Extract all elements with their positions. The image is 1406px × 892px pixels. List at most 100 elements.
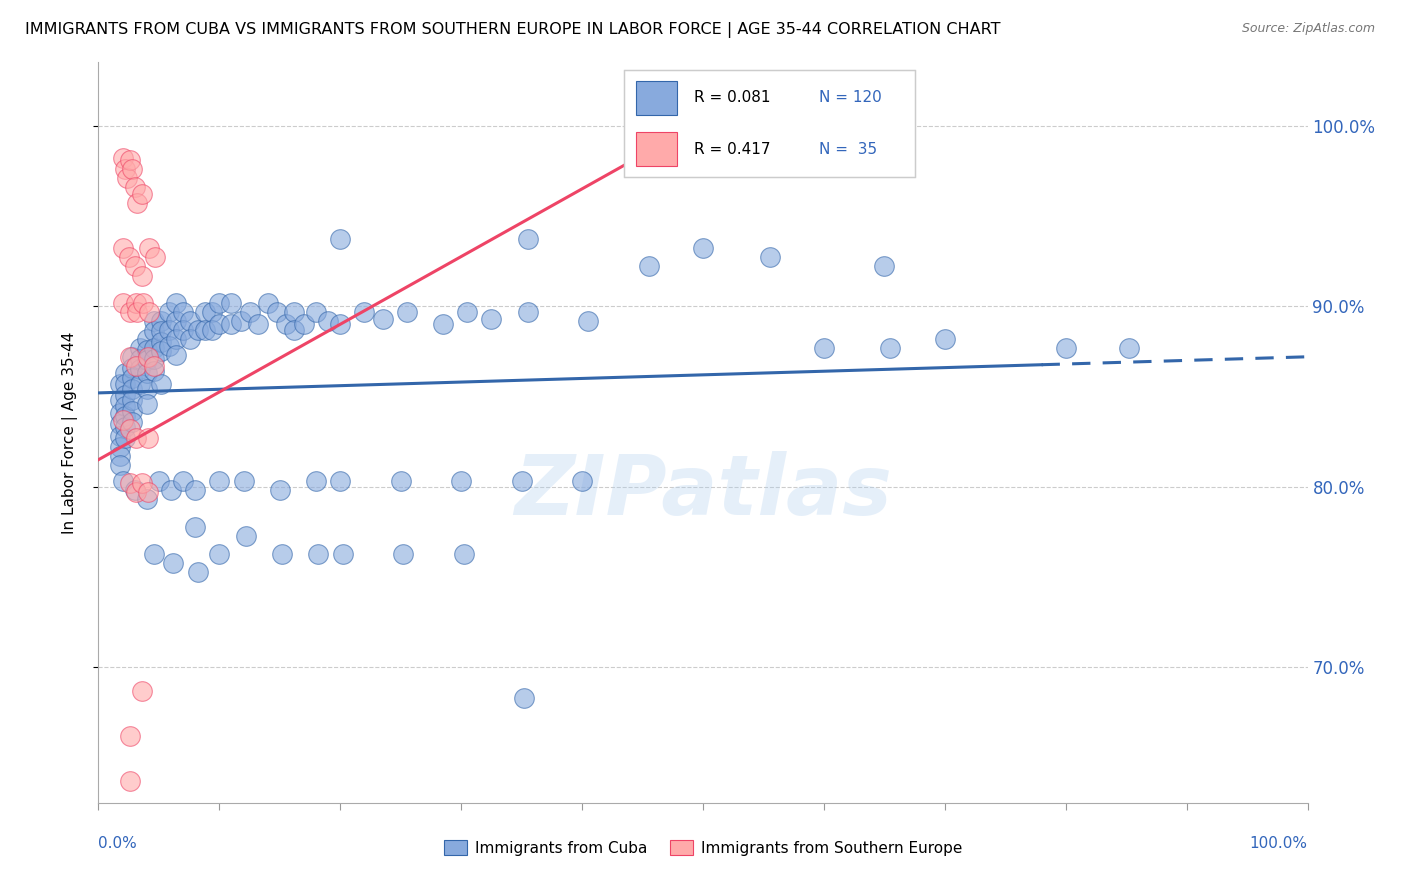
Point: [162, 556, 184, 570]
Point: [135, 353, 157, 368]
Point: [124, 483, 146, 498]
Point: [221, 318, 243, 332]
Point: [208, 475, 231, 489]
Point: [292, 318, 315, 332]
Point: [165, 313, 187, 327]
Point: [128, 341, 150, 355]
Point: [371, 311, 394, 326]
Point: [269, 483, 291, 498]
Point: [165, 348, 187, 362]
Point: [121, 415, 143, 429]
Point: [114, 387, 136, 401]
Point: [108, 458, 131, 472]
Point: [111, 295, 134, 310]
Point: [124, 260, 146, 274]
Point: [813, 341, 835, 355]
Point: [221, 295, 243, 310]
Point: [148, 475, 170, 489]
Point: [136, 431, 159, 445]
Text: 0.0%: 0.0%: [98, 836, 138, 851]
Point: [136, 350, 159, 364]
Point: [187, 323, 209, 337]
Point: [108, 393, 131, 408]
Point: [879, 341, 901, 355]
Point: [121, 360, 143, 375]
Point: [143, 364, 166, 378]
Point: [184, 519, 207, 533]
Point: [143, 351, 166, 366]
Point: [208, 295, 231, 310]
Point: [179, 332, 201, 346]
Point: [143, 547, 166, 561]
Point: [131, 476, 153, 491]
Point: [121, 404, 143, 418]
Point: [118, 476, 141, 491]
Point: [208, 318, 231, 332]
Point: [637, 260, 659, 274]
Point: [150, 344, 173, 359]
Point: [453, 547, 475, 561]
Point: [229, 313, 252, 327]
Point: [114, 161, 136, 176]
Point: [118, 422, 141, 436]
Point: [125, 295, 148, 310]
Point: [128, 351, 150, 366]
Point: [111, 242, 134, 256]
Point: [172, 475, 194, 489]
Point: [128, 362, 150, 376]
Point: [758, 251, 780, 265]
Point: [235, 528, 257, 542]
Point: [136, 485, 159, 500]
Point: [873, 260, 896, 274]
Point: [165, 332, 187, 346]
Point: [127, 196, 149, 211]
Point: [1118, 341, 1140, 355]
Point: [125, 359, 148, 373]
Point: [108, 429, 131, 443]
Point: [266, 304, 288, 318]
Point: [187, 565, 209, 579]
Point: [131, 683, 153, 698]
Point: [131, 268, 153, 283]
Point: [160, 483, 183, 498]
Point: [576, 313, 599, 327]
Point: [184, 483, 207, 498]
Point: [135, 397, 157, 411]
Point: [108, 449, 131, 463]
Point: [305, 304, 328, 318]
Point: [143, 313, 166, 327]
Point: [118, 153, 141, 167]
Point: [172, 304, 194, 318]
Point: [143, 325, 166, 339]
Point: [194, 304, 217, 318]
Y-axis label: In Labor Force | Age 35-44: In Labor Force | Age 35-44: [62, 332, 77, 533]
Point: [135, 382, 157, 396]
Point: [150, 376, 173, 391]
Point: [118, 729, 141, 743]
Point: [456, 304, 478, 318]
Point: [450, 475, 472, 489]
Point: [121, 382, 143, 396]
Point: [392, 547, 415, 561]
Point: [194, 323, 217, 337]
Point: [121, 393, 143, 408]
Point: [114, 431, 136, 445]
Point: [316, 313, 339, 327]
Point: [283, 323, 305, 337]
Point: [165, 295, 187, 310]
Point: [571, 475, 593, 489]
Point: [510, 475, 533, 489]
Point: [118, 251, 141, 265]
Point: [247, 318, 270, 332]
Point: [395, 304, 418, 318]
Point: [516, 232, 538, 246]
Point: [305, 475, 328, 489]
Point: [179, 313, 201, 327]
Point: [117, 171, 139, 186]
Point: [135, 492, 157, 507]
Point: [692, 242, 714, 256]
Point: [132, 295, 155, 310]
Point: [125, 431, 148, 445]
Point: [128, 376, 150, 391]
Point: [329, 318, 352, 332]
